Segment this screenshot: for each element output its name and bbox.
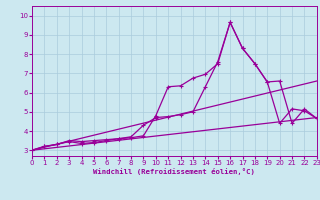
- X-axis label: Windchill (Refroidissement éolien,°C): Windchill (Refroidissement éolien,°C): [93, 168, 255, 175]
